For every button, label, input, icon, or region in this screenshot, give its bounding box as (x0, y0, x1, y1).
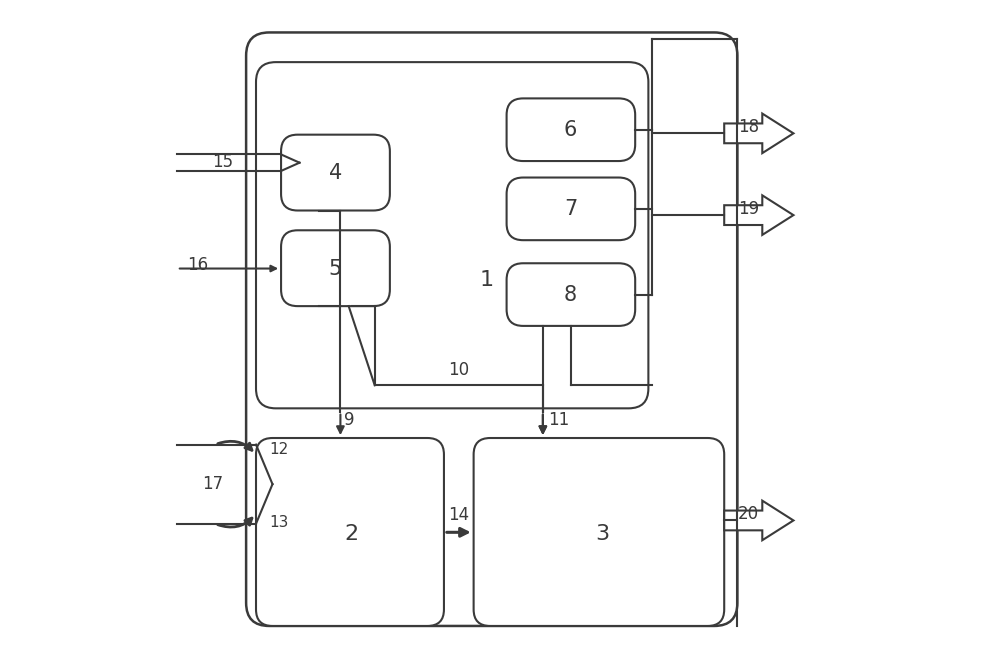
Text: 18: 18 (738, 118, 759, 136)
FancyBboxPatch shape (256, 438, 444, 626)
Text: 20: 20 (738, 505, 759, 523)
Text: 11: 11 (548, 410, 569, 428)
Text: 16: 16 (187, 255, 209, 273)
Polygon shape (724, 114, 793, 153)
Text: 5: 5 (329, 259, 342, 279)
FancyBboxPatch shape (474, 438, 724, 626)
Text: 17: 17 (203, 475, 224, 493)
Text: 12: 12 (269, 442, 288, 457)
Polygon shape (724, 501, 793, 540)
Text: 9: 9 (344, 410, 355, 428)
Text: 10: 10 (449, 360, 470, 378)
FancyBboxPatch shape (281, 230, 390, 306)
Text: 8: 8 (564, 285, 577, 305)
Text: 6: 6 (564, 120, 577, 140)
Text: 3: 3 (595, 523, 609, 543)
FancyBboxPatch shape (256, 62, 648, 408)
FancyBboxPatch shape (246, 33, 737, 626)
FancyBboxPatch shape (507, 98, 635, 161)
Text: 14: 14 (448, 506, 469, 524)
FancyBboxPatch shape (281, 135, 390, 211)
Polygon shape (724, 196, 793, 235)
Text: 13: 13 (269, 515, 289, 530)
Text: 15: 15 (212, 154, 234, 172)
Text: 1: 1 (480, 270, 494, 290)
Text: 4: 4 (329, 163, 342, 183)
FancyBboxPatch shape (507, 178, 635, 240)
FancyBboxPatch shape (507, 263, 635, 326)
Text: 2: 2 (345, 523, 359, 543)
Text: 19: 19 (738, 200, 759, 217)
Text: 7: 7 (564, 200, 577, 219)
